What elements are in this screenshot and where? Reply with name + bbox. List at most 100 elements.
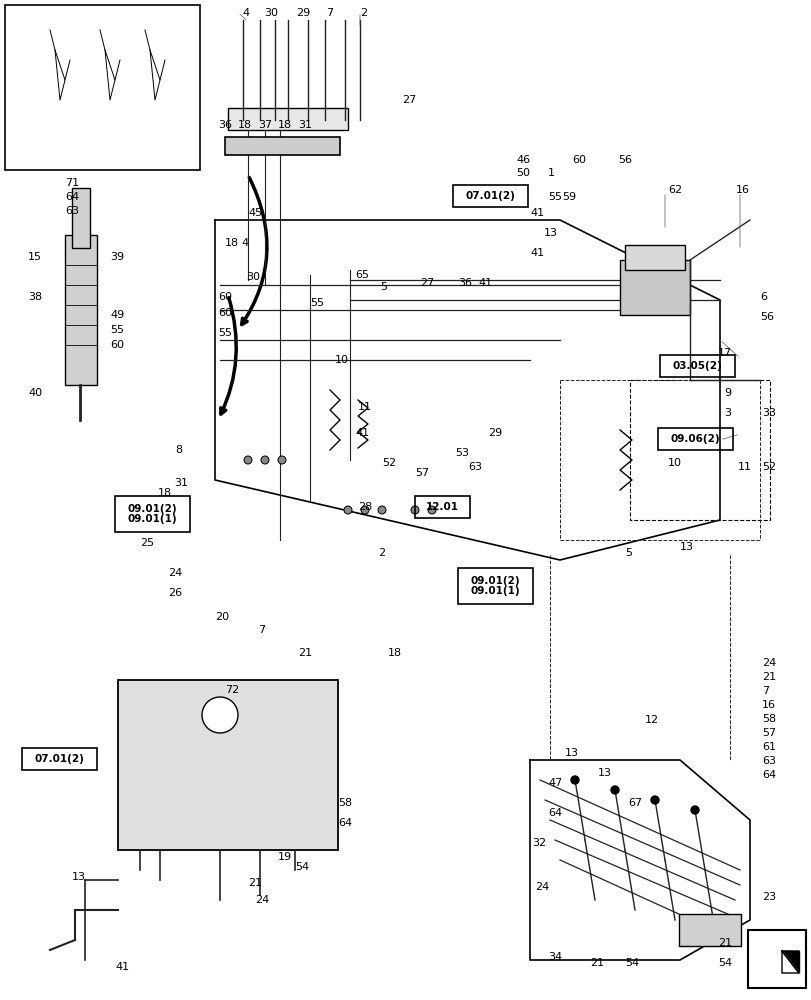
Text: 64: 64 — [337, 818, 352, 828]
Text: 18: 18 — [388, 648, 401, 658]
Text: 60: 60 — [217, 292, 232, 302]
Text: 52: 52 — [761, 462, 775, 472]
Circle shape — [243, 138, 251, 146]
Text: 58: 58 — [337, 798, 352, 808]
FancyBboxPatch shape — [678, 914, 740, 946]
Circle shape — [410, 506, 418, 514]
Text: 11: 11 — [358, 402, 371, 412]
Text: 56: 56 — [759, 312, 773, 322]
Text: 11: 11 — [737, 462, 751, 472]
Text: 21: 21 — [247, 878, 262, 888]
Bar — [414, 496, 470, 518]
Text: 03.05(2): 03.05(2) — [672, 361, 722, 371]
Text: 18: 18 — [225, 238, 238, 248]
Text: 24: 24 — [534, 882, 548, 892]
Text: 63: 63 — [761, 756, 775, 766]
Bar — [457, 568, 532, 604]
Circle shape — [344, 506, 351, 514]
Text: 41: 41 — [115, 962, 129, 972]
Text: 62: 62 — [667, 185, 681, 195]
Polygon shape — [781, 951, 798, 973]
Text: 13: 13 — [72, 872, 86, 882]
Text: 13: 13 — [564, 748, 578, 758]
Text: 61: 61 — [761, 742, 775, 752]
Bar — [5, 5, 200, 170]
Circle shape — [273, 138, 281, 146]
Text: 34: 34 — [547, 952, 561, 962]
Text: 29: 29 — [296, 8, 310, 18]
Text: 64: 64 — [761, 770, 775, 780]
Circle shape — [277, 456, 285, 464]
Text: 10: 10 — [667, 458, 681, 468]
Text: 13: 13 — [543, 228, 557, 238]
Text: 16: 16 — [761, 700, 775, 710]
Bar — [657, 428, 732, 450]
FancyBboxPatch shape — [228, 108, 348, 130]
Text: 21: 21 — [717, 938, 732, 948]
Text: 36: 36 — [457, 278, 471, 288]
Text: 21: 21 — [590, 958, 603, 968]
Text: 6: 6 — [759, 292, 766, 302]
Text: 09.06(2): 09.06(2) — [670, 434, 719, 444]
Text: 18: 18 — [238, 120, 251, 130]
Text: 63: 63 — [467, 462, 482, 472]
Text: 65: 65 — [354, 270, 368, 280]
Text: 18: 18 — [277, 120, 292, 130]
Text: 57: 57 — [414, 468, 428, 478]
Text: 72: 72 — [225, 685, 239, 695]
Text: 52: 52 — [381, 458, 396, 468]
Text: 24: 24 — [761, 658, 775, 668]
Text: 09.01(1): 09.01(1) — [470, 586, 520, 596]
Text: 55: 55 — [217, 328, 232, 338]
Text: 31: 31 — [298, 120, 311, 130]
Text: 32: 32 — [531, 838, 546, 848]
Text: 60: 60 — [217, 308, 232, 318]
Text: 9: 9 — [723, 388, 730, 398]
Text: 09.01(2): 09.01(2) — [470, 576, 520, 586]
Text: 40: 40 — [28, 388, 42, 398]
Text: 5: 5 — [380, 282, 387, 292]
Circle shape — [243, 456, 251, 464]
Text: 60: 60 — [571, 155, 586, 165]
Text: 12: 12 — [644, 715, 659, 725]
Bar — [624, 245, 684, 270]
Text: 39: 39 — [109, 252, 124, 262]
Circle shape — [289, 138, 297, 146]
Text: 41: 41 — [530, 208, 543, 218]
Text: 7: 7 — [761, 686, 768, 696]
Text: 09.01(2): 09.01(2) — [127, 504, 177, 514]
Text: 25: 25 — [139, 538, 154, 548]
Text: 2: 2 — [359, 8, 367, 18]
Text: 20: 20 — [215, 612, 229, 622]
Text: 54: 54 — [624, 958, 638, 968]
Text: 1: 1 — [547, 168, 554, 178]
Circle shape — [361, 506, 368, 514]
Text: 38: 38 — [28, 292, 42, 302]
Text: 17: 17 — [717, 348, 732, 358]
Text: 12.01: 12.01 — [426, 502, 458, 512]
Text: 18: 18 — [158, 488, 172, 498]
Text: 54: 54 — [294, 862, 309, 872]
Text: 09.01(1): 09.01(1) — [127, 514, 177, 524]
Text: 60: 60 — [109, 340, 124, 350]
Text: 29: 29 — [487, 428, 502, 438]
Bar — [22, 748, 97, 770]
FancyBboxPatch shape — [225, 137, 340, 155]
Text: 71: 71 — [65, 178, 79, 188]
Text: 31: 31 — [174, 478, 188, 488]
Text: 59: 59 — [561, 192, 576, 202]
Text: 26: 26 — [168, 588, 182, 598]
Text: 55: 55 — [310, 298, 324, 308]
Text: 64: 64 — [547, 808, 561, 818]
Text: 28: 28 — [358, 502, 371, 512]
Text: 13: 13 — [679, 542, 693, 552]
Bar — [65, 235, 97, 385]
Circle shape — [202, 697, 238, 733]
Text: 4: 4 — [242, 8, 249, 18]
Text: 57: 57 — [761, 728, 775, 738]
Text: 15: 15 — [28, 252, 42, 262]
Circle shape — [570, 776, 578, 784]
FancyBboxPatch shape — [118, 680, 337, 850]
Text: 53: 53 — [454, 448, 469, 458]
Text: 41: 41 — [530, 248, 543, 258]
